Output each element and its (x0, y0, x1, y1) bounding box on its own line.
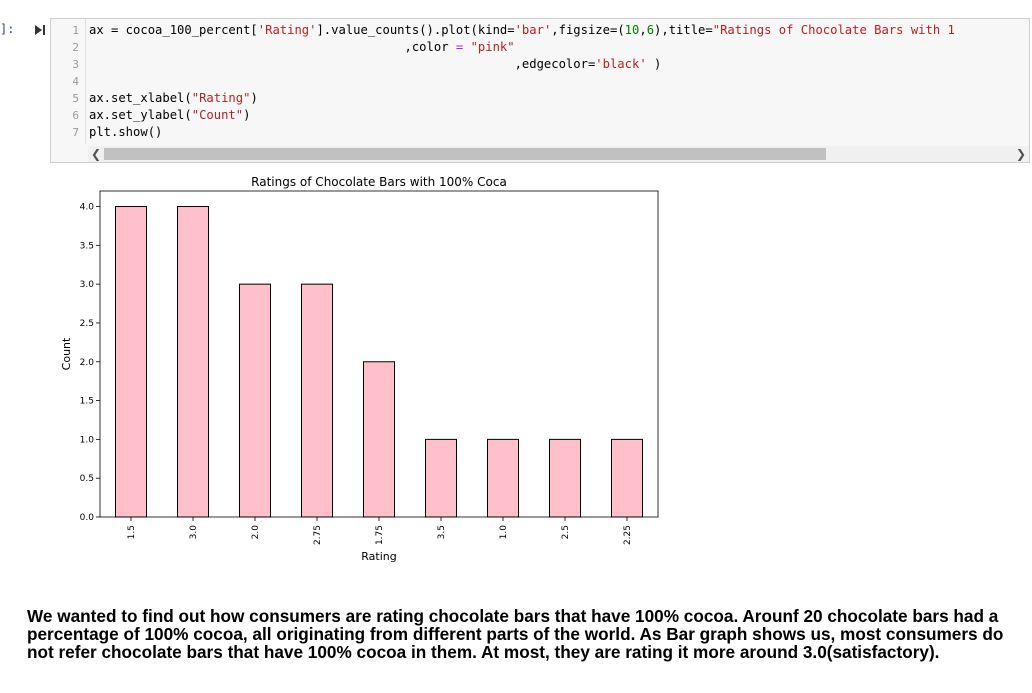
bar (611, 438, 643, 518)
y-tick-label: 4.0 (80, 203, 95, 213)
y-tick-label: 2.0 (80, 358, 95, 368)
y-tick-label: 0.0 (80, 513, 95, 523)
x-tick-label: 3.0 (189, 525, 199, 540)
x-tick-label: 1.0 (499, 525, 509, 540)
y-tick-label: 2.5 (80, 319, 94, 329)
bar-chart: Ratings of Chocolate Bars with 100% Coca… (60, 175, 659, 563)
x-tick-label: 1.5 (127, 525, 137, 539)
code-text[interactable]: ax.set_xlabel("Rating") (89, 91, 258, 105)
bar (239, 283, 271, 518)
line-number: 3 (72, 58, 79, 71)
x-tick-label: 2.75 (313, 525, 323, 545)
horizontal-scrollbar[interactable]: ❮ ❯ (88, 146, 1029, 162)
chevron-left-icon[interactable]: ❮ (90, 147, 102, 161)
bar (425, 438, 457, 518)
x-axis: 1.5 3.0 2.0 2.75 1.75 3.5 1.0 2.5 2.25 (127, 517, 633, 545)
line-number: 1 (72, 24, 79, 37)
line-number-gutter (85, 19, 86, 144)
code-text[interactable]: ,color = "pink" (89, 40, 515, 54)
line-number: 7 (72, 126, 79, 139)
x-tick-label: 1.75 (375, 525, 385, 545)
cell-prompt: ]: (0, 22, 15, 36)
code-text[interactable]: ax.set_ylabel("Count") (89, 108, 251, 122)
line-number: 2 (72, 41, 79, 54)
bar (487, 438, 519, 518)
x-tick-label: 2.25 (623, 525, 633, 545)
plot-frame (99, 190, 659, 518)
y-axis: 0.0 0.5 1.0 1.5 2.0 2.5 3.0 3.5 4.0 (80, 203, 100, 523)
x-tick-label: 2.0 (251, 525, 261, 540)
bar (301, 283, 333, 518)
y-axis-label: Count (60, 337, 73, 370)
run-cell-icon[interactable] (34, 24, 46, 36)
bars (115, 206, 643, 518)
markdown-cell-text: We wanted to find out how consumers are … (27, 606, 1004, 662)
line-number: 6 (72, 109, 79, 122)
y-tick-label: 0.5 (80, 474, 94, 484)
x-tick-label: 3.5 (437, 525, 447, 539)
line-number: 4 (72, 75, 79, 88)
y-tick-label: 3.5 (80, 241, 94, 251)
bar (549, 438, 581, 518)
chevron-right-icon[interactable]: ❯ (1015, 147, 1027, 161)
code-text[interactable]: ,edgecolor='black' ) (89, 57, 662, 71)
code-cell[interactable]: 1 ax = cocoa_100_percent['Rating'].value_… (50, 18, 1030, 163)
y-tick-label: 1.0 (80, 435, 95, 445)
chart-title: Ratings of Chocolate Bars with 100% Coca (251, 175, 507, 189)
x-tick-label: 2.5 (561, 525, 571, 539)
line-number: 5 (72, 92, 79, 105)
bar (177, 206, 209, 518)
code-text[interactable]: plt.show() (89, 125, 163, 139)
y-tick-label: 1.5 (80, 397, 94, 407)
scrollbar-thumb[interactable] (104, 148, 826, 160)
bar (363, 361, 395, 518)
y-tick-label: 3.0 (80, 280, 95, 290)
bar (115, 206, 147, 518)
code-text[interactable]: ax = cocoa_100_percent['Rating'].value_c… (89, 23, 955, 37)
x-axis-label: Rating (361, 550, 396, 563)
